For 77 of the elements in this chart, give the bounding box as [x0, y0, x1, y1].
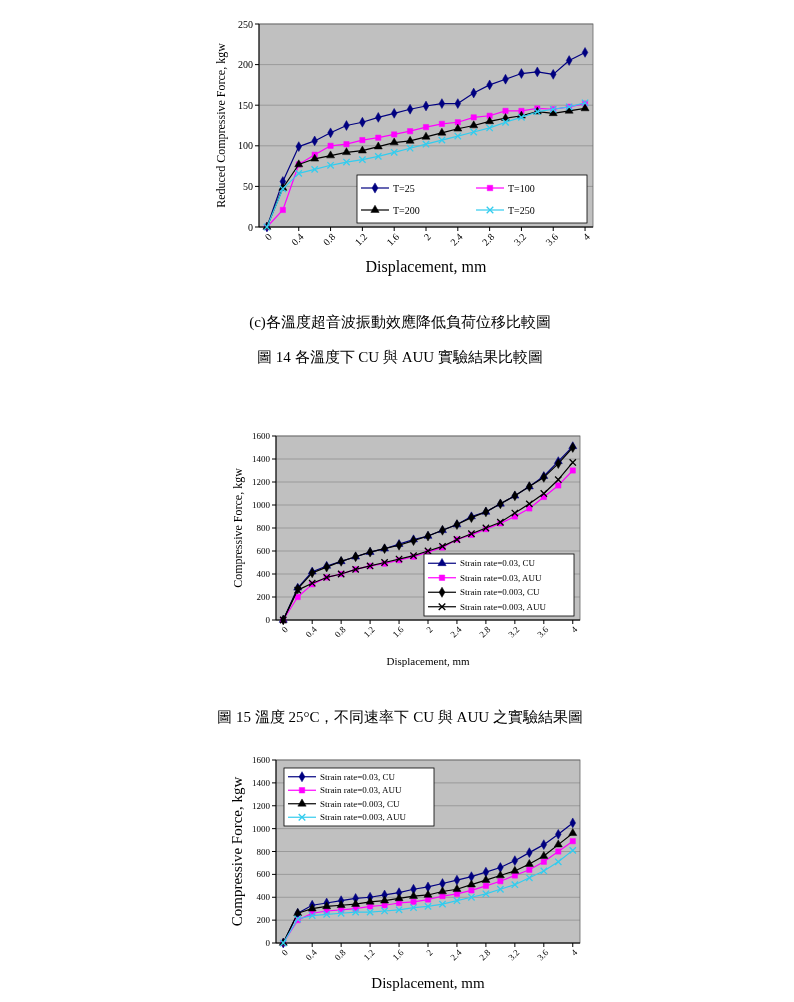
- legend-label: Strain rate=0.03, CU: [460, 558, 536, 569]
- y-tick-label: 600: [256, 546, 271, 556]
- x-tick-label: 3.2: [511, 231, 529, 248]
- x-tick-label: 1.2: [361, 947, 377, 963]
- y-axis-title: Compressive Force, kgw: [229, 776, 245, 927]
- y-tick-label: 600: [256, 869, 271, 880]
- y-tick-label: 1600: [252, 431, 271, 441]
- y-tick-label: 1200: [252, 800, 271, 811]
- x-tick-label: 0.4: [289, 231, 306, 248]
- x-tick-label: 2.8: [477, 624, 493, 640]
- x-tick-label: 0.4: [303, 947, 320, 963]
- y-axis-title: Compressive Force, kgw: [231, 467, 245, 588]
- y-tick-label: 0: [265, 938, 271, 948]
- legend-label: T=200: [393, 204, 420, 216]
- x-tick-label: 3.2: [506, 624, 522, 640]
- x-tick-label: 2.4: [448, 947, 464, 963]
- legend-label: Strain rate=0.003, AUU: [320, 812, 407, 823]
- x-axis-title: Displacement, mm: [371, 975, 485, 991]
- legend-label: Strain rate=0.003, AUU: [460, 601, 547, 612]
- caption: 圖 14 各溫度下 CU 與 AUU 實驗結果比較圖: [257, 349, 543, 365]
- legend-label: Strain rate=0.03, AUU: [460, 572, 543, 583]
- y-tick-label: 800: [256, 523, 271, 533]
- x-tick-label: 0: [279, 947, 291, 958]
- x-tick-label: 3.6: [543, 231, 561, 248]
- y-tick-label: 1000: [252, 823, 271, 834]
- legend-label: Strain rate=0.003, CU: [460, 587, 541, 598]
- x-tick-label: 3.6: [535, 624, 551, 640]
- caption: 圖 15 溫度 25°C，不同速率下 CU 與 AUU 之實驗結果圖: [217, 709, 583, 725]
- text: (c)各溫度超音波振動效應降低負荷位移比較圖: [249, 314, 551, 331]
- y-tick-label: 1400: [252, 454, 271, 464]
- y-tick-label: 1600: [252, 755, 271, 765]
- x-tick-label: 3.2: [506, 947, 522, 963]
- y-tick-label: 1400: [252, 777, 271, 788]
- y-tick-label: 100: [238, 140, 253, 152]
- y-tick-label: 250: [238, 18, 253, 30]
- x-tick-label: 0.8: [332, 624, 349, 640]
- x-tick-label: 2.4: [448, 624, 464, 640]
- x-tick-label: 1.2: [352, 231, 370, 248]
- x-tick-label: 1.6: [390, 624, 406, 640]
- y-tick-label: 200: [256, 915, 271, 926]
- y-tick-label: 200: [238, 59, 253, 71]
- x-tick-label: 2.4: [448, 231, 465, 248]
- x-tick-label: 2: [424, 624, 435, 635]
- x-tick-label: 0: [279, 624, 291, 635]
- y-tick-label: 1000: [252, 500, 271, 510]
- x-tick-label: 1.6: [384, 231, 402, 248]
- y-tick-label: 800: [256, 846, 271, 857]
- y-tick-label: 400: [256, 569, 271, 579]
- y-tick-label: 400: [256, 892, 271, 903]
- legend-label: T=25: [393, 182, 415, 194]
- x-tick-label: 2.8: [477, 947, 493, 963]
- x-tick-label: 0.8: [332, 947, 349, 963]
- x-tick-label: 4: [580, 231, 592, 243]
- y-tick-label: 1200: [252, 477, 271, 487]
- x-tick-label: 2.8: [479, 231, 497, 248]
- x-axis-title: Displacement, mm: [365, 258, 487, 276]
- x-tick-label: 0.4: [303, 624, 320, 640]
- x-tick-label: 1.2: [361, 624, 377, 640]
- legend-label: Strain rate=0.03, CU: [320, 771, 396, 782]
- x-tick-label: 3.6: [535, 947, 551, 963]
- x-axis-title: Displacement, mm: [386, 655, 470, 667]
- x-tick-label: 0.8: [320, 231, 338, 248]
- x-tick-label: 4: [569, 624, 580, 635]
- y-tick-label: 150: [238, 99, 253, 111]
- x-tick-label: 4: [569, 947, 580, 958]
- legend-label: Strain rate=0.003, CU: [320, 798, 401, 809]
- y-tick-label: 0: [248, 221, 253, 233]
- y-tick-label: 200: [256, 592, 271, 602]
- legend-label: T=250: [508, 204, 535, 216]
- y-axis-title: Reduced Compressive Force, kgw: [214, 42, 228, 208]
- legend-label: T=100: [508, 182, 535, 194]
- y-tick-label: 0: [265, 615, 271, 625]
- x-tick-label: 2: [424, 947, 435, 958]
- x-tick-label: 1.6: [390, 947, 406, 963]
- y-tick-label: 50: [243, 180, 253, 192]
- x-tick-label: 2: [421, 231, 433, 243]
- legend-label: Strain rate=0.03, AUU: [320, 785, 403, 796]
